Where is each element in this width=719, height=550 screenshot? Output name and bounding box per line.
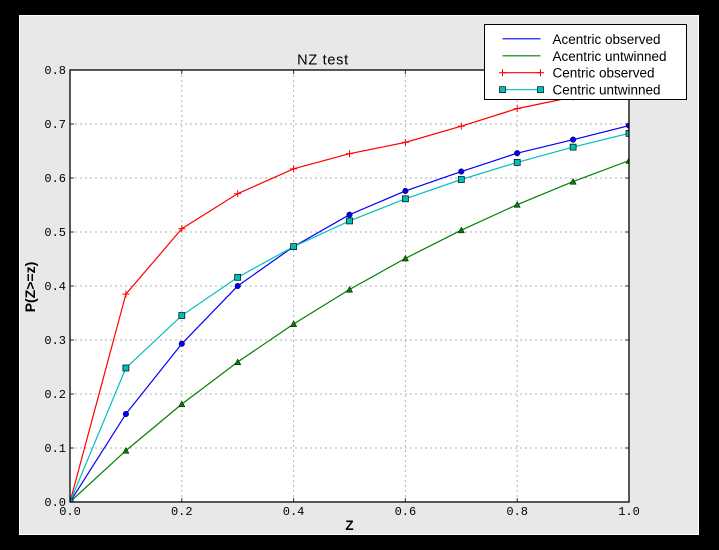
svg-text:0.5: 0.5 [44, 226, 66, 240]
svg-text:0.0: 0.0 [59, 505, 81, 519]
svg-text:0.2: 0.2 [44, 388, 66, 402]
svg-text:Centric observed: Centric observed [553, 66, 655, 81]
svg-text:1.0: 1.0 [618, 505, 640, 519]
svg-text:0.6: 0.6 [395, 505, 417, 519]
svg-text:Centric untwinned: Centric untwinned [553, 83, 661, 98]
svg-text:P(Z>=z): P(Z>=z) [22, 262, 38, 313]
svg-text:NZ test: NZ test [297, 53, 349, 69]
svg-text:0.7: 0.7 [44, 118, 66, 132]
svg-text:0.8: 0.8 [44, 64, 66, 78]
svg-text:0.6: 0.6 [44, 172, 66, 186]
svg-text:0.3: 0.3 [44, 334, 66, 348]
svg-text:Z: Z [345, 518, 353, 533]
svg-text:0.4: 0.4 [44, 280, 66, 294]
svg-text:0.1: 0.1 [44, 442, 66, 456]
svg-text:0.4: 0.4 [283, 505, 305, 519]
svg-text:Acentric untwinned: Acentric untwinned [553, 49, 667, 64]
svg-text:0.8: 0.8 [506, 505, 528, 519]
svg-text:0.2: 0.2 [171, 505, 193, 519]
svg-text:Acentric observed: Acentric observed [553, 32, 661, 47]
svg-text:0.0: 0.0 [44, 496, 66, 510]
